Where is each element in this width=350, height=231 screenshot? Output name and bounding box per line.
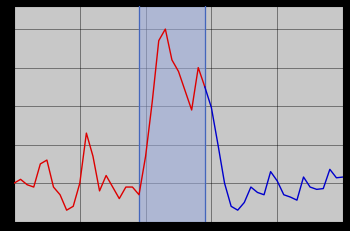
Bar [139, 7, 205, 222]
